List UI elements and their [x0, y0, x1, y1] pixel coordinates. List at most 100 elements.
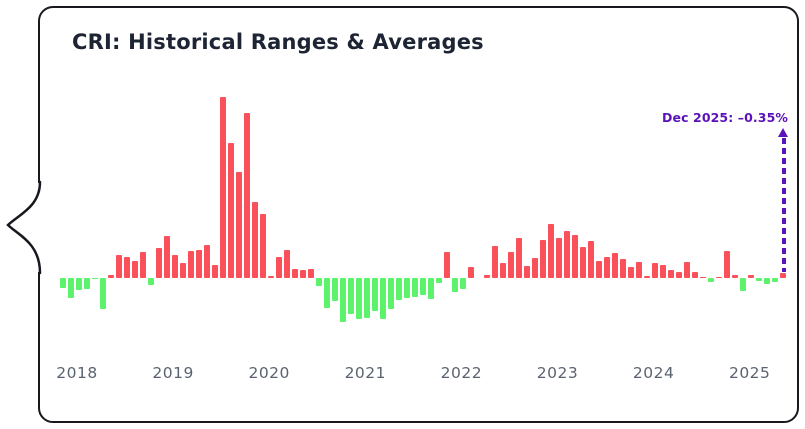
annotation-label: Dec 2025: –0.35% — [662, 110, 788, 125]
x-tick-2022: 2022 — [440, 364, 483, 382]
bar-month-85[interactable] — [740, 278, 746, 291]
chart-title: CRI: Historical Ranges & Averages — [72, 30, 484, 54]
x-tick-2025: 2025 — [728, 364, 771, 382]
bar-month-88[interactable] — [764, 278, 770, 284]
bar-month-62[interactable] — [556, 238, 562, 278]
bar-month-50[interactable] — [460, 278, 466, 289]
x-tick-2019: 2019 — [152, 364, 194, 382]
bar-month-60[interactable] — [540, 240, 546, 278]
bar-month-65[interactable] — [580, 247, 586, 278]
annotation-dashed-line — [781, 138, 786, 272]
x-tick-2021: 2021 — [344, 364, 387, 382]
bar-month-13[interactable] — [164, 236, 170, 278]
bar-month-49[interactable] — [452, 278, 458, 292]
bar-month-19[interactable] — [212, 265, 218, 278]
bar-month-0[interactable] — [60, 278, 66, 288]
bar-month-87[interactable] — [756, 278, 762, 281]
bar-month-42[interactable] — [396, 278, 402, 300]
bar-month-29[interactable] — [292, 269, 298, 278]
bar-month-31[interactable] — [308, 269, 314, 278]
bar-month-36[interactable] — [348, 278, 354, 314]
bar-month-28[interactable] — [284, 250, 290, 278]
bar-month-86[interactable] — [748, 275, 754, 278]
bar-month-46[interactable] — [428, 278, 434, 299]
bar-month-41[interactable] — [388, 278, 394, 309]
bar-month-35[interactable] — [340, 278, 346, 322]
bar-month-69[interactable] — [612, 253, 618, 278]
bar-month-51[interactable] — [468, 267, 474, 278]
bar-month-78[interactable] — [684, 262, 690, 278]
bar-month-3[interactable] — [84, 278, 90, 289]
bar-month-73[interactable] — [644, 276, 650, 278]
bar-month-90[interactable] — [780, 273, 786, 278]
bar-month-84[interactable] — [732, 275, 738, 278]
bar-month-5[interactable] — [100, 278, 106, 309]
bar-month-21[interactable] — [228, 143, 234, 278]
bar-month-30[interactable] — [300, 270, 306, 278]
bar-month-38[interactable] — [364, 278, 370, 318]
bar-month-18[interactable] — [204, 245, 210, 278]
bar-month-64[interactable] — [572, 235, 578, 278]
bar-month-33[interactable] — [324, 278, 330, 308]
bar-month-76[interactable] — [668, 270, 674, 278]
bar-month-83[interactable] — [724, 251, 730, 278]
bar-month-17[interactable] — [196, 250, 202, 278]
bar-month-27[interactable] — [276, 257, 282, 278]
bar-month-24[interactable] — [252, 202, 258, 278]
bar-month-70[interactable] — [620, 259, 626, 278]
bar-month-22[interactable] — [236, 172, 242, 278]
bar-month-16[interactable] — [188, 251, 194, 278]
bar-month-14[interactable] — [172, 255, 178, 278]
x-tick-2024: 2024 — [632, 364, 675, 382]
bar-month-71[interactable] — [628, 267, 634, 278]
bar-month-23[interactable] — [244, 113, 250, 278]
bar-month-32[interactable] — [316, 278, 322, 286]
bar-month-15[interactable] — [180, 263, 186, 278]
bar-month-25[interactable] — [260, 214, 266, 278]
bar-month-11[interactable] — [148, 278, 154, 285]
bar-month-43[interactable] — [404, 278, 410, 298]
bar-month-54[interactable] — [492, 246, 498, 278]
bar-month-45[interactable] — [420, 278, 426, 295]
bar-month-79[interactable] — [692, 272, 698, 278]
bar-month-10[interactable] — [140, 252, 146, 278]
bar-month-61[interactable] — [548, 224, 554, 278]
bar-month-77[interactable] — [676, 272, 682, 278]
bar-month-9[interactable] — [132, 261, 138, 278]
x-tick-2023: 2023 — [536, 364, 579, 382]
bar-month-26[interactable] — [268, 276, 274, 278]
bar-month-81[interactable] — [708, 278, 714, 282]
bar-month-4[interactable] — [92, 278, 98, 279]
bar-month-75[interactable] — [660, 265, 666, 278]
bar-month-82[interactable] — [716, 277, 722, 278]
bar-month-63[interactable] — [564, 231, 570, 278]
bar-month-74[interactable] — [652, 263, 658, 278]
bar-month-47[interactable] — [436, 278, 442, 283]
bar-month-34[interactable] — [332, 278, 338, 301]
bar-month-12[interactable] — [156, 248, 162, 278]
bar-month-53[interactable] — [484, 275, 490, 278]
bar-month-67[interactable] — [596, 261, 602, 278]
bar-month-8[interactable] — [124, 257, 130, 278]
chart-card — [38, 6, 799, 423]
bar-month-1[interactable] — [68, 278, 74, 298]
bar-month-2[interactable] — [76, 278, 82, 290]
bar-month-44[interactable] — [412, 278, 418, 297]
bar-month-55[interactable] — [500, 263, 506, 278]
bar-month-68[interactable] — [604, 257, 610, 278]
bar-month-40[interactable] — [380, 278, 386, 319]
bar-month-37[interactable] — [356, 278, 362, 319]
bar-month-39[interactable] — [372, 278, 378, 311]
bar-month-80[interactable] — [700, 277, 706, 278]
bar-month-57[interactable] — [516, 238, 522, 278]
bar-month-6[interactable] — [108, 275, 114, 278]
bar-month-20[interactable] — [220, 97, 226, 278]
bar-month-56[interactable] — [508, 252, 514, 278]
bar-month-48[interactable] — [444, 252, 450, 278]
bar-month-89[interactable] — [772, 278, 778, 282]
bar-month-58[interactable] — [524, 266, 530, 278]
bar-month-72[interactable] — [636, 262, 642, 278]
bar-month-59[interactable] — [532, 258, 538, 278]
bar-month-7[interactable] — [116, 255, 122, 278]
bar-month-66[interactable] — [588, 241, 594, 278]
